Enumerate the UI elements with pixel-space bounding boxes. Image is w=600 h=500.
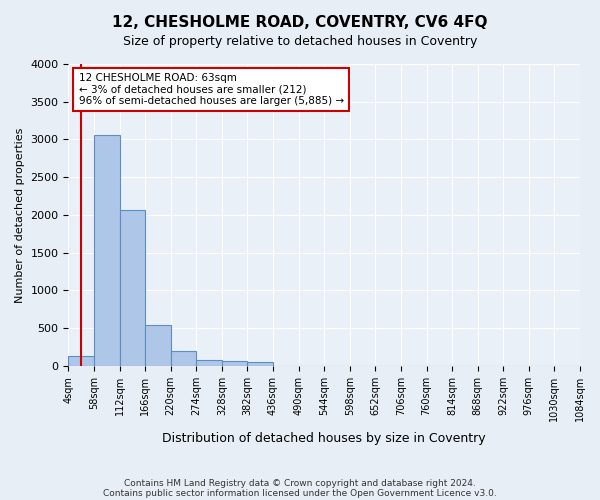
Bar	[119, 210, 145, 366]
Bar	[171, 351, 196, 366]
Bar	[196, 360, 222, 366]
Bar	[94, 135, 119, 366]
Bar	[247, 362, 273, 366]
Bar	[68, 356, 94, 366]
Bar	[222, 362, 247, 366]
Text: Contains public sector information licensed under the Open Government Licence v3: Contains public sector information licen…	[103, 488, 497, 498]
X-axis label: Distribution of detached houses by size in Coventry: Distribution of detached houses by size …	[163, 432, 486, 445]
Text: Size of property relative to detached houses in Coventry: Size of property relative to detached ho…	[123, 35, 477, 48]
Bar	[145, 325, 171, 366]
Text: Contains HM Land Registry data © Crown copyright and database right 2024.: Contains HM Land Registry data © Crown c…	[124, 478, 476, 488]
Text: 12 CHESHOLME ROAD: 63sqm
← 3% of detached houses are smaller (212)
96% of semi-d: 12 CHESHOLME ROAD: 63sqm ← 3% of detache…	[79, 73, 344, 106]
Y-axis label: Number of detached properties: Number of detached properties	[15, 128, 25, 302]
Text: 12, CHESHOLME ROAD, COVENTRY, CV6 4FQ: 12, CHESHOLME ROAD, COVENTRY, CV6 4FQ	[112, 15, 488, 30]
